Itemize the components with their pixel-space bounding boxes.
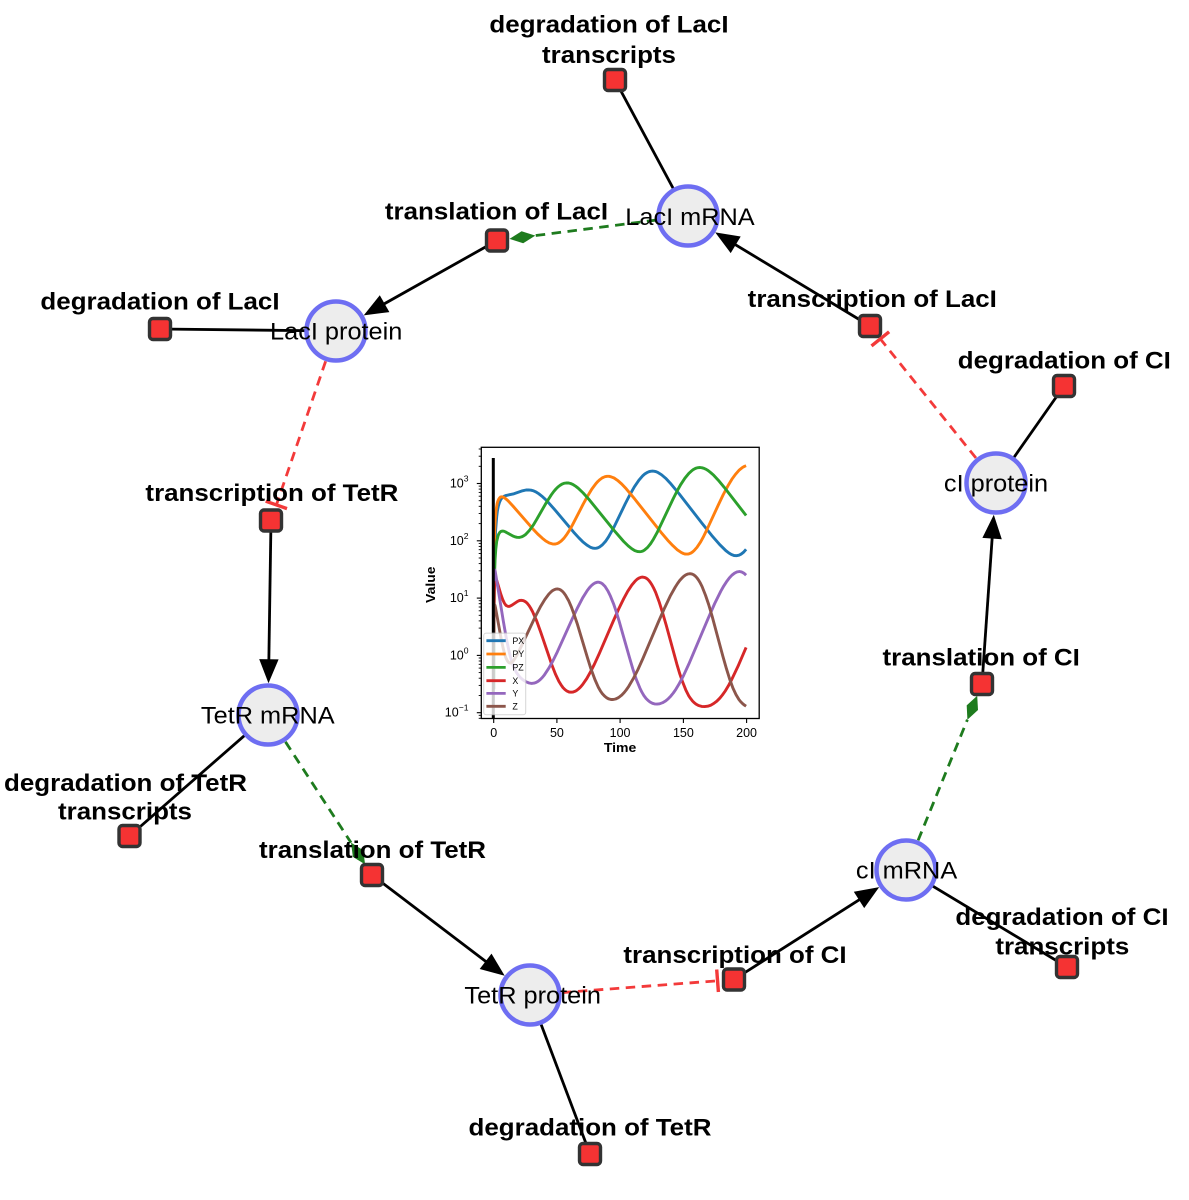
- svg-text:Z: Z: [512, 702, 518, 712]
- svg-text:degradation of TetR: degradation of TetR: [4, 770, 247, 797]
- svg-text:PY: PY: [512, 649, 524, 659]
- svg-text:Y: Y: [512, 689, 518, 699]
- svg-text:transcripts: transcripts: [58, 799, 192, 826]
- svg-text:200: 200: [736, 726, 757, 740]
- svg-text:translation of LacI: translation of LacI: [385, 199, 608, 226]
- svg-text:LacI protein: LacI protein: [270, 319, 402, 346]
- svg-text:transcripts: transcripts: [995, 934, 1129, 961]
- svg-text:LacI mRNA: LacI mRNA: [625, 204, 754, 231]
- svg-text:150: 150: [673, 726, 694, 740]
- svg-text:cI mRNA: cI mRNA: [856, 858, 957, 885]
- svg-text:transcription of TetR: transcription of TetR: [145, 480, 398, 507]
- svg-text:translation of TetR: translation of TetR: [259, 837, 486, 864]
- svg-text:Time: Time: [604, 740, 637, 755]
- svg-text:degradation of TetR: degradation of TetR: [469, 1115, 712, 1142]
- svg-text:Value: Value: [423, 566, 438, 603]
- svg-text:translation of CI: translation of CI: [883, 645, 1080, 672]
- svg-text:50: 50: [550, 726, 564, 740]
- svg-text:degradation of CI: degradation of CI: [958, 348, 1171, 375]
- svg-text:degradation of CI: degradation of CI: [955, 904, 1168, 931]
- svg-text:101: 101: [450, 588, 469, 605]
- svg-text:TetR protein: TetR protein: [464, 983, 601, 1010]
- svg-text:102: 102: [450, 531, 469, 548]
- svg-text:degradation of LacI: degradation of LacI: [40, 289, 279, 316]
- svg-text:PZ: PZ: [512, 663, 524, 673]
- svg-text:X: X: [512, 676, 518, 686]
- svg-text:transcription of LacI: transcription of LacI: [748, 286, 997, 313]
- svg-text:degradation of LacI: degradation of LacI: [489, 12, 728, 39]
- svg-text:cI protein: cI protein: [944, 471, 1048, 498]
- svg-text:TetR mRNA: TetR mRNA: [201, 703, 335, 730]
- svg-text:10−1: 10−1: [445, 703, 469, 720]
- svg-text:PX: PX: [512, 636, 524, 646]
- svg-text:103: 103: [450, 474, 469, 491]
- svg-text:transcription of CI: transcription of CI: [623, 942, 846, 969]
- svg-text:100: 100: [610, 726, 631, 740]
- svg-text:transcripts: transcripts: [542, 42, 676, 69]
- svg-text:0: 0: [490, 726, 497, 740]
- svg-text:100: 100: [450, 645, 469, 662]
